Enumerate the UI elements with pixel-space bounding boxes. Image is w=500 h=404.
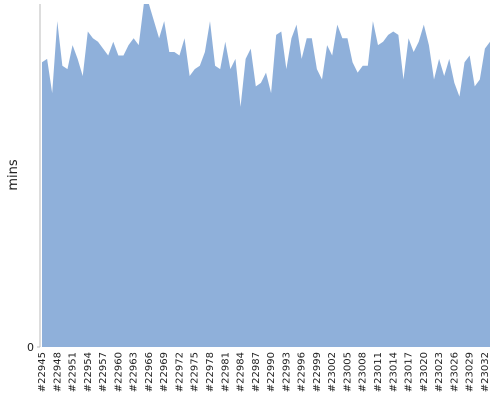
x-tick-label: #23032 xyxy=(480,352,491,392)
x-tick-label: #23020 xyxy=(419,352,430,392)
y-axis-label: mins xyxy=(6,159,21,191)
x-tick-label: #23011 xyxy=(373,352,384,392)
x-tick-label: #22963 xyxy=(129,352,140,392)
x-tick-label: #22975 xyxy=(190,352,201,392)
area xyxy=(42,4,490,347)
x-tick-label: #22984 xyxy=(236,352,247,392)
x-tick-label: #23023 xyxy=(434,352,445,392)
x-tick-label: #23029 xyxy=(465,352,476,392)
x-tick-label: #22948 xyxy=(52,352,63,392)
x-tick-label: #22972 xyxy=(174,352,185,392)
x-tick-label: #22981 xyxy=(220,352,231,392)
x-tick-label: #22999 xyxy=(312,352,323,392)
y-tick-label: 0 xyxy=(27,341,34,354)
x-tick-label: #23026 xyxy=(449,352,460,392)
x-tick-label: #22996 xyxy=(297,352,308,392)
x-tick-label: #22954 xyxy=(83,352,94,392)
x-tick-label: #22993 xyxy=(281,352,292,392)
x-tick-label: #22945 xyxy=(37,352,48,392)
x-tick-label: #22990 xyxy=(266,352,277,392)
x-tick-label: #22978 xyxy=(205,352,216,392)
x-tick-label: #23002 xyxy=(327,352,338,392)
x-tick-label: #22987 xyxy=(251,352,262,392)
x-tick-label: #22957 xyxy=(98,352,109,392)
x-tick-label: #23005 xyxy=(342,352,353,392)
x-tick-label: #22969 xyxy=(159,352,170,392)
x-tick-label: #22966 xyxy=(144,352,155,392)
x-tick-label: #23017 xyxy=(404,352,415,392)
x-tick-label: #22951 xyxy=(68,352,79,392)
x-tick-label: #23014 xyxy=(388,352,399,392)
x-tick-label: #23008 xyxy=(358,352,369,392)
x-tick-label: #22960 xyxy=(113,352,124,392)
